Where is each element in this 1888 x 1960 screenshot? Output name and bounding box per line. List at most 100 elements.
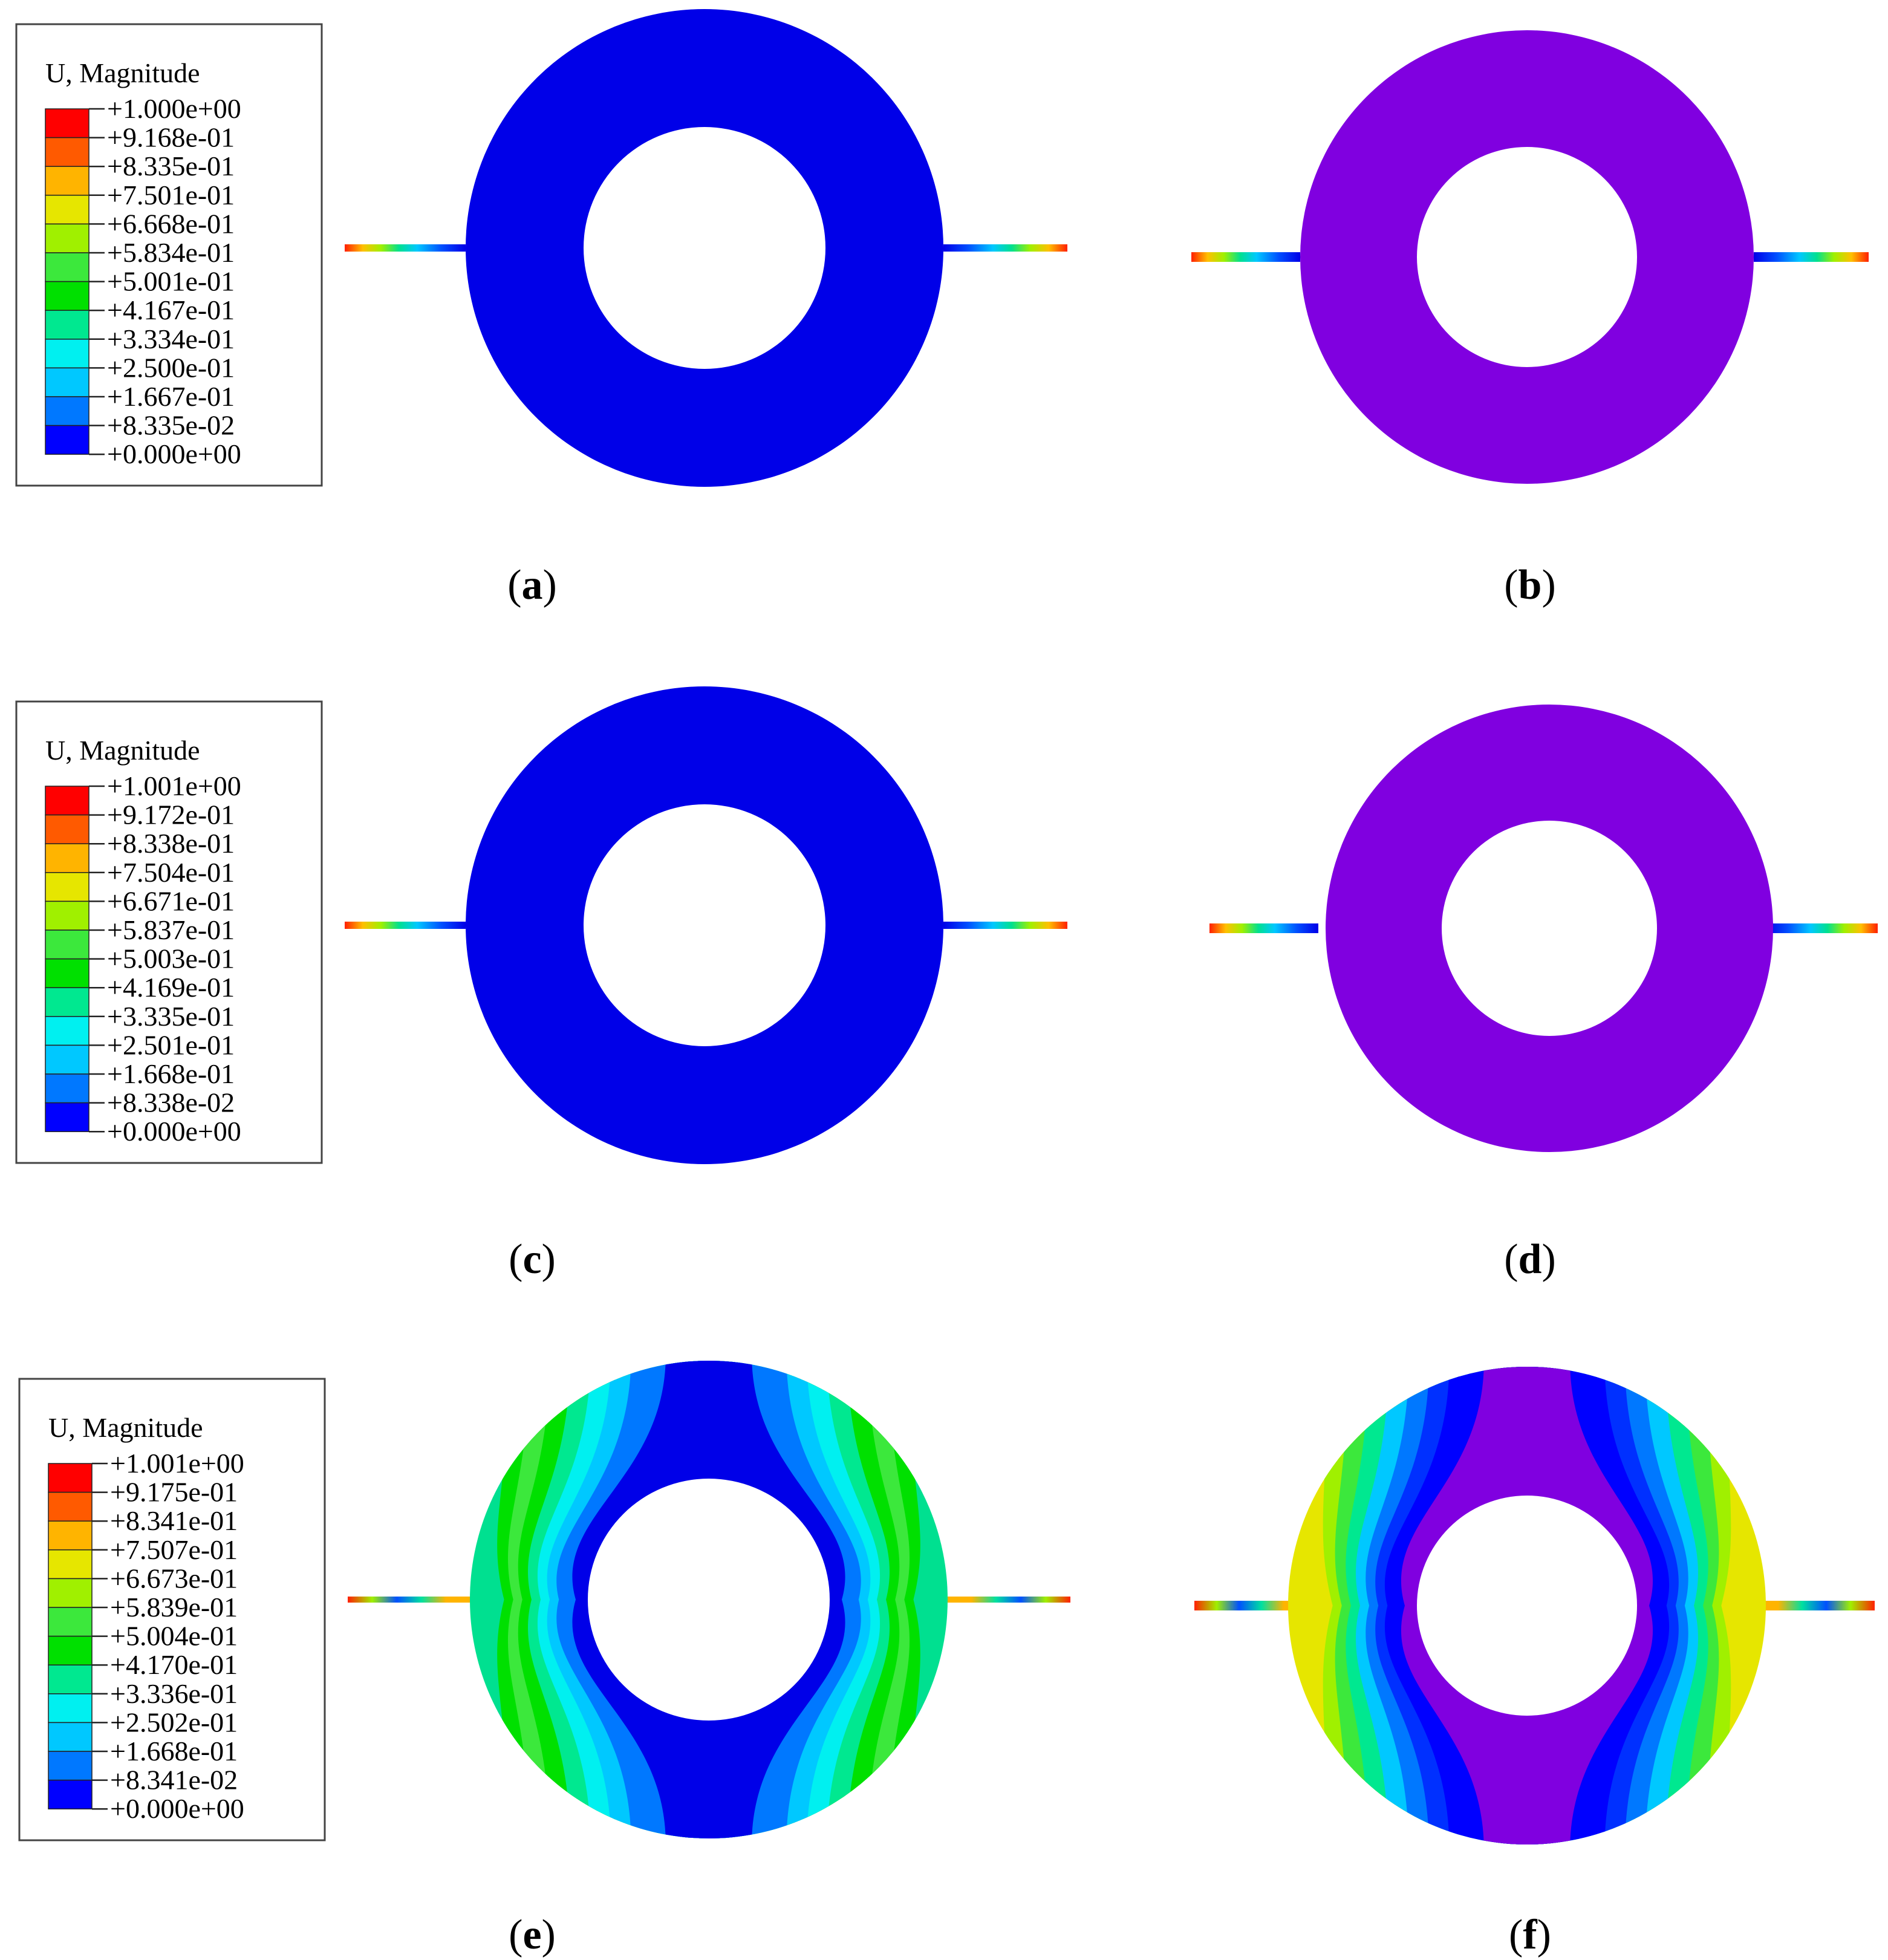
- legend-color-band: [45, 1102, 90, 1132]
- legends-layer: U, Magnitude +1.000e+00+9.168e-01 +8.335e-…: [15, 23, 326, 1841]
- inner-hole: [1417, 1496, 1637, 1716]
- left-rod: [345, 244, 466, 252]
- caption-f: (f): [1509, 1912, 1551, 1958]
- legend-title: U, Magnitude: [48, 1412, 203, 1443]
- left-rod: [1194, 1601, 1306, 1610]
- legend-tick-label: +4.170e-01: [110, 1649, 238, 1680]
- right-rod: [943, 922, 1067, 929]
- legend-tick-label: +9.175e-01: [110, 1477, 238, 1508]
- panel-b: [1191, 30, 1869, 484]
- caption-letter: f: [1523, 1912, 1537, 1958]
- panels-layer: [345, 9, 1878, 1844]
- legend-tick-label: +0.000e+00: [110, 1793, 244, 1824]
- legend-tick-label: +4.167e-01: [107, 295, 235, 325]
- legend-color-band: [48, 1491, 93, 1522]
- legend-color-band: [45, 872, 90, 902]
- legend-tick-label: +6.673e-01: [110, 1563, 238, 1594]
- legend-tick-label: +5.004e-01: [110, 1621, 238, 1652]
- left-rod: [345, 922, 466, 929]
- legend-color-band: [48, 1635, 93, 1665]
- caption-letter: d: [1519, 1236, 1542, 1283]
- legend-tick-label: +1.000e+00: [107, 93, 241, 124]
- legend-tick-label: +3.335e-01: [107, 1001, 235, 1032]
- caption-letter: e: [522, 1912, 541, 1958]
- legend-color-band: [45, 252, 90, 282]
- legend-color-band: [45, 223, 90, 253]
- legend-tick-label: +1.668e-01: [107, 1058, 235, 1089]
- legend-tick-label: +9.172e-01: [107, 799, 235, 830]
- legend-color-band: [45, 339, 90, 369]
- annular-body: [1300, 30, 1754, 484]
- legend-3: U, Magnitude +1.001e+00+9.175e-01 +8.341e-…: [18, 1378, 326, 1841]
- legend-tick-label: +5.003e-01: [107, 943, 235, 974]
- legend-tick-label: +2.500e-01: [107, 352, 235, 383]
- right-rod: [946, 1597, 1070, 1603]
- legend-2: U, Magnitude+1.001e+00+9.172e-01+8.338e-…: [15, 700, 323, 1164]
- legend-color-band: [48, 1520, 93, 1551]
- caption-letter: a: [522, 562, 543, 608]
- legend-color-band: [45, 310, 90, 340]
- panel-f: [1194, 1367, 1875, 1844]
- legend-tick-label: +1.668e-01: [110, 1736, 238, 1766]
- legend-title: U, Magnitude: [45, 57, 200, 88]
- inner-hole: [588, 1479, 830, 1721]
- legend-color-band: [45, 195, 90, 225]
- panel-c: [345, 686, 1067, 1164]
- legend-color-band: [45, 930, 90, 960]
- legend-tick-label: +8.338e-02: [107, 1087, 235, 1118]
- legend-tick-label: +4.169e-01: [107, 972, 235, 1003]
- legend-color-band: [48, 1463, 93, 1493]
- legend-tick-label: +8.341e-02: [110, 1765, 238, 1796]
- legend-color-band: [48, 1693, 93, 1724]
- legend-tick-label: +1.667e-01: [107, 381, 235, 412]
- left-rod: [1209, 923, 1318, 933]
- caption-letter: b: [1519, 562, 1542, 608]
- legend-tick-label: +7.501e-01: [107, 180, 235, 210]
- legend-color-band: [45, 1044, 90, 1075]
- captions-layer: (a) (b) (c) (d) (e) (f): [507, 562, 1556, 1958]
- panel-e: [348, 1361, 1070, 1838]
- legend-title: U, Magnitude: [45, 735, 200, 766]
- legend-tick-label: +1.001e+00: [110, 1448, 244, 1479]
- legend-tick-label: +5.839e-01: [110, 1592, 238, 1623]
- legend-color-band: [45, 108, 90, 138]
- caption-letter: c: [522, 1236, 541, 1283]
- legend-color-band: [45, 281, 90, 311]
- legend-1: U, Magnitude +1.000e+00+9.168e-01 +8.335e-…: [15, 23, 323, 487]
- caption-e: (e): [509, 1912, 556, 1958]
- legend-tick-label: +5.001e-01: [107, 266, 235, 297]
- legend-color-band: [45, 367, 90, 397]
- legend-tick-label: +2.502e-01: [110, 1707, 238, 1737]
- annular-body: [1326, 705, 1773, 1152]
- legend-tick-label: +6.668e-01: [107, 208, 235, 239]
- left-rod: [348, 1597, 470, 1603]
- right-rod: [1754, 252, 1869, 262]
- right-rod: [943, 244, 1067, 252]
- legend-color-band: [45, 987, 90, 1017]
- legend-color-band: [48, 1664, 93, 1695]
- legend-tick-label: +7.504e-01: [107, 857, 235, 888]
- right-rod: [1766, 923, 1878, 933]
- right-rod: [1754, 1601, 1875, 1610]
- legend-tick-label: +2.501e-01: [107, 1029, 235, 1060]
- legend-tick-label: +5.837e-01: [107, 914, 235, 945]
- legend-color-band: [45, 166, 90, 196]
- panel-a: [345, 9, 1067, 487]
- legend-tick-label: +7.507e-01: [110, 1534, 238, 1565]
- legend-tick-label: +1.001e+00: [107, 770, 241, 801]
- caption-a: (a): [507, 562, 557, 608]
- legend-color-band: [45, 814, 90, 844]
- legend-tick-label: +8.335e-02: [107, 410, 235, 441]
- legend-tick-label: +9.168e-01: [107, 122, 235, 153]
- legend-color-band: [45, 843, 90, 873]
- legend-color-band: [48, 1578, 93, 1608]
- legend-color-band: [45, 425, 90, 455]
- panel-d: [1209, 705, 1878, 1152]
- caption-d: (d): [1504, 1236, 1556, 1283]
- legend-tick-label: +5.834e-01: [107, 237, 235, 268]
- legend-color-band: [45, 900, 90, 931]
- contour-field: [1288, 1367, 1766, 1844]
- legend-color-band: [48, 1751, 93, 1781]
- legend-color-band: [48, 1779, 93, 1809]
- legend-tick-label: +8.338e-01: [107, 828, 235, 859]
